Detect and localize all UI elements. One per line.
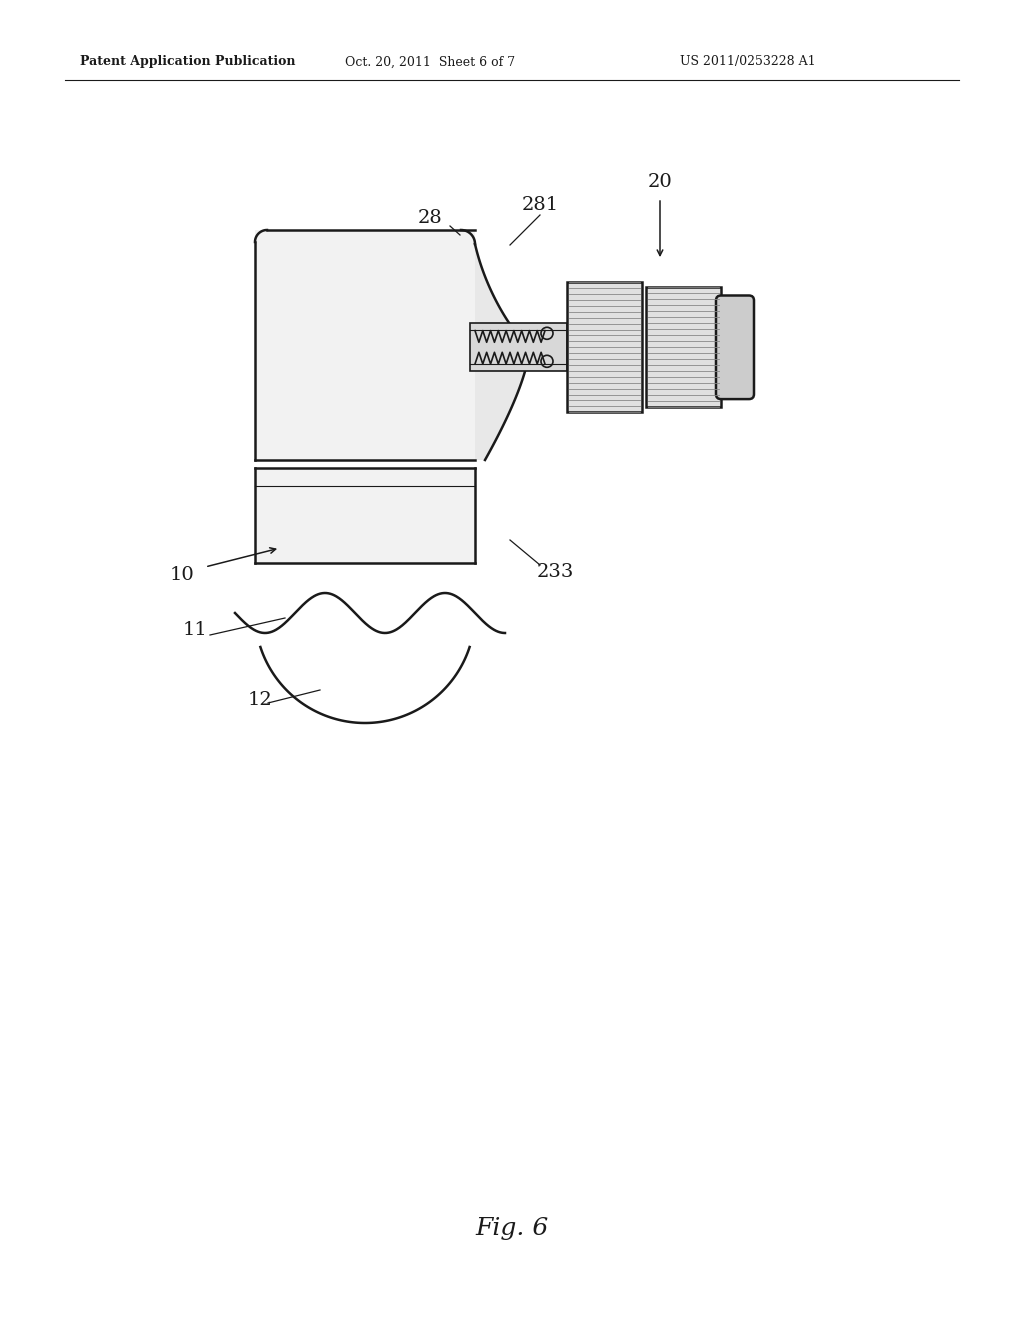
Text: Fig. 6: Fig. 6 bbox=[475, 1217, 549, 1239]
Text: 233: 233 bbox=[537, 564, 573, 581]
Bar bbox=[255, 230, 475, 459]
FancyBboxPatch shape bbox=[716, 296, 754, 399]
Text: Oct. 20, 2011  Sheet 6 of 7: Oct. 20, 2011 Sheet 6 of 7 bbox=[345, 55, 515, 69]
Text: 12: 12 bbox=[248, 690, 272, 709]
Text: US 2011/0253228 A1: US 2011/0253228 A1 bbox=[680, 55, 816, 69]
Text: 20: 20 bbox=[647, 173, 673, 191]
Text: 10: 10 bbox=[170, 566, 195, 583]
Text: Patent Application Publication: Patent Application Publication bbox=[80, 55, 296, 69]
Polygon shape bbox=[475, 244, 530, 459]
Bar bbox=[470, 323, 567, 371]
Text: 11: 11 bbox=[182, 620, 208, 639]
Text: 28: 28 bbox=[418, 209, 442, 227]
Bar bbox=[646, 288, 721, 408]
Bar bbox=[255, 469, 475, 564]
Text: 281: 281 bbox=[521, 195, 558, 214]
Bar bbox=[567, 282, 642, 412]
